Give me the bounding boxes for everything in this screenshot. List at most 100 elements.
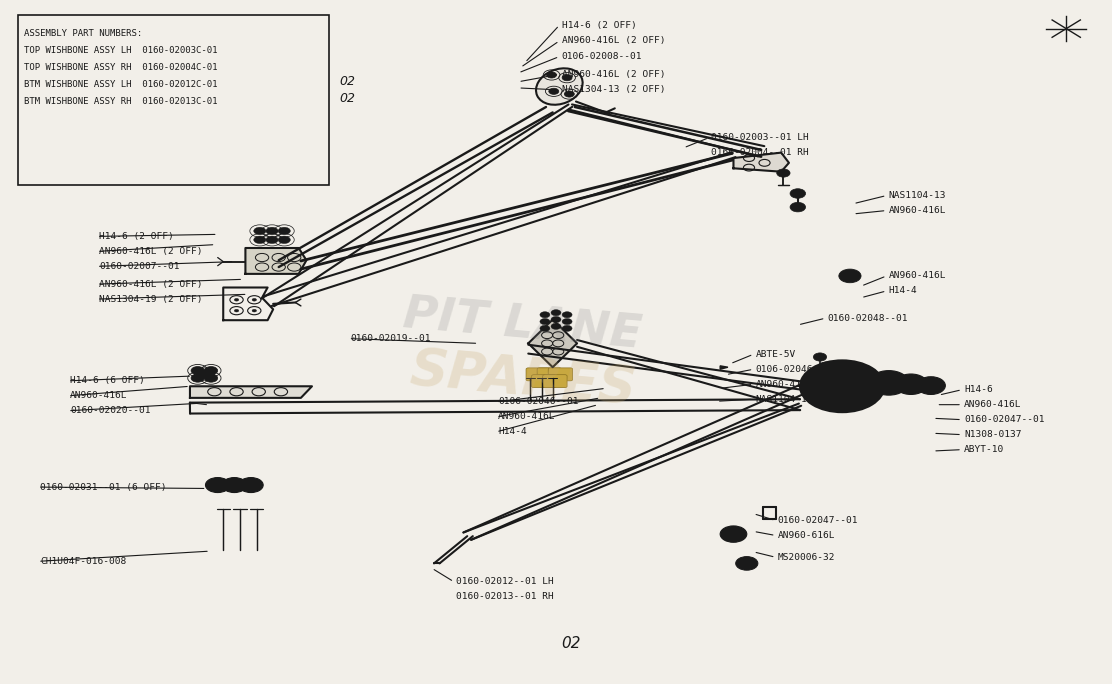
Circle shape [894,374,927,395]
Circle shape [266,236,278,244]
Text: 0160-02048--01: 0160-02048--01 [827,314,909,323]
Circle shape [562,312,572,318]
Circle shape [191,367,205,375]
Circle shape [562,319,572,325]
Circle shape [790,202,805,212]
Circle shape [552,310,560,316]
Polygon shape [734,153,788,172]
Circle shape [252,298,257,301]
Circle shape [813,369,826,377]
Text: AN960-616L: AN960-616L [778,531,835,540]
Text: AN960-416L (2 OFF): AN960-416L (2 OFF) [99,280,202,289]
FancyBboxPatch shape [532,375,556,388]
Circle shape [736,557,758,570]
Text: 0106-02046--01: 0106-02046--01 [756,365,836,373]
Text: 0160-02047--01: 0160-02047--01 [778,516,858,525]
Text: NAS1104-13: NAS1104-13 [888,191,946,200]
Text: AN960-416L (2 OFF): AN960-416L (2 OFF) [99,247,202,256]
Text: AN960-416L: AN960-416L [70,391,128,400]
Text: ABYT-10: ABYT-10 [964,445,1004,454]
Circle shape [923,381,939,391]
Text: 02: 02 [339,75,356,88]
Circle shape [211,481,225,489]
Text: NAS1304-19 (2 OFF): NAS1304-19 (2 OFF) [99,295,202,304]
Text: H14-4: H14-4 [498,428,527,436]
Circle shape [916,377,945,395]
Circle shape [902,379,920,390]
Text: AN960-416L (2 OFF): AN960-416L (2 OFF) [562,70,665,79]
Circle shape [540,312,550,318]
Text: 0106-02046--01: 0106-02046--01 [498,397,579,406]
Circle shape [821,364,834,372]
Circle shape [552,324,560,330]
Circle shape [252,309,257,312]
Circle shape [825,376,858,397]
Text: 0160-02004--01 RH: 0160-02004--01 RH [712,148,810,157]
Text: ASSEMBLY PART NUMBERS:: ASSEMBLY PART NUMBERS: [23,29,142,38]
Polygon shape [190,386,312,398]
Circle shape [278,236,290,244]
Circle shape [549,88,558,94]
Text: 02: 02 [339,92,356,105]
FancyBboxPatch shape [537,368,562,381]
Circle shape [564,91,574,97]
FancyBboxPatch shape [543,375,567,388]
Circle shape [205,374,218,382]
Text: 0160-02020--01: 0160-02020--01 [70,406,150,415]
Circle shape [562,75,572,81]
Text: 0160-02003--01 LH: 0160-02003--01 LH [712,133,810,142]
Text: H14-6: H14-6 [964,385,993,394]
Circle shape [721,526,747,542]
Text: N1308-0137: N1308-0137 [964,430,1022,439]
Circle shape [540,326,550,332]
Text: AN960-416L: AN960-416L [756,380,813,389]
Text: BTM WISHBONE ASSY LH  0160-02012C-01: BTM WISHBONE ASSY LH 0160-02012C-01 [23,80,217,89]
Circle shape [205,367,218,375]
Text: MS20006-32: MS20006-32 [778,553,835,562]
Text: PIT LANE: PIT LANE [401,292,644,358]
Circle shape [547,72,556,78]
Circle shape [800,360,884,412]
Text: 0160-02047--01: 0160-02047--01 [964,415,1044,424]
Text: AN960-416L: AN960-416L [498,412,556,421]
Text: 0160-02012--01 LH: 0160-02012--01 LH [456,577,554,586]
Circle shape [235,309,239,312]
Text: H14-4: H14-4 [888,287,917,295]
Text: AN960-416L (2 OFF): AN960-416L (2 OFF) [562,36,665,45]
Text: H14-6 (2 OFF): H14-6 (2 OFF) [562,21,636,29]
Text: ABTE-5V: ABTE-5V [756,350,796,359]
Text: AN960-416L: AN960-416L [964,400,1022,409]
Text: 02: 02 [562,635,582,650]
Circle shape [777,169,790,177]
Text: TOP WISHBONE ASSY LH  0160-02003C-01: TOP WISHBONE ASSY LH 0160-02003C-01 [23,46,217,55]
Bar [18,15,329,185]
Circle shape [877,376,900,390]
Text: 0160-02031--01 (6 OFF): 0160-02031--01 (6 OFF) [40,483,167,492]
Circle shape [552,317,560,323]
FancyBboxPatch shape [526,368,550,381]
Circle shape [222,477,247,492]
Polygon shape [721,366,728,369]
Circle shape [239,477,264,492]
Circle shape [228,481,241,489]
Circle shape [845,273,854,278]
Circle shape [562,326,572,332]
Text: 0106-02008--01: 0106-02008--01 [562,52,642,61]
Text: NAS1304-13 (2 OFF): NAS1304-13 (2 OFF) [562,86,665,94]
Circle shape [198,370,211,378]
Text: NAS1104-11: NAS1104-11 [756,395,813,404]
Circle shape [813,353,826,361]
Circle shape [790,189,805,198]
Text: H14-6 (6 OFF): H14-6 (6 OFF) [70,376,145,385]
Text: CH1U04F-016-008: CH1U04F-016-008 [40,557,127,566]
Circle shape [206,477,230,492]
Circle shape [278,227,290,235]
Circle shape [821,373,834,382]
Circle shape [742,560,753,567]
Text: 0160-02019--01: 0160-02019--01 [350,334,431,343]
Circle shape [266,227,278,235]
FancyBboxPatch shape [548,368,573,381]
Text: 0160-02007--01: 0160-02007--01 [99,262,179,271]
Circle shape [811,367,873,406]
Text: 0160-02013--01 RH: 0160-02013--01 RH [456,592,554,601]
